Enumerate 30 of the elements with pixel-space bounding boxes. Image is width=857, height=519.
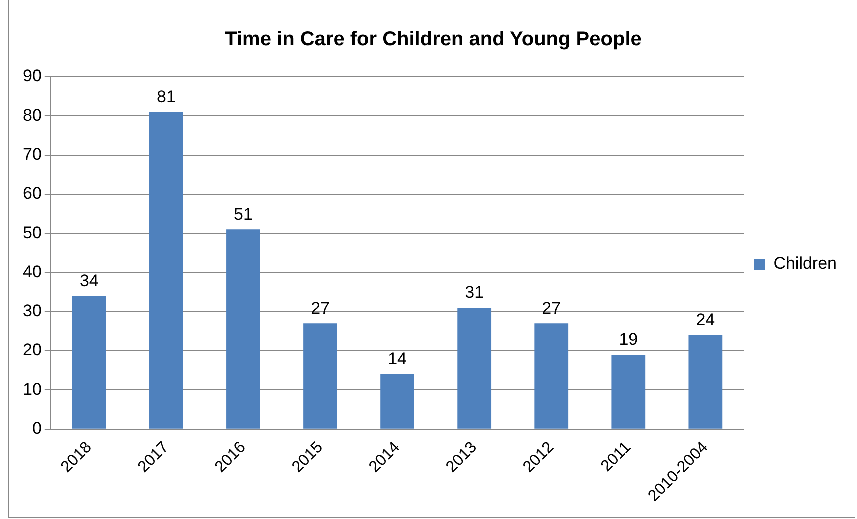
bar: [150, 112, 184, 429]
y-tick-label: 60: [22, 184, 42, 204]
data-label: 81: [156, 87, 176, 106]
data-label: 51: [234, 204, 253, 224]
legend-label: Children: [774, 254, 837, 274]
y-tick-label: 90: [22, 66, 42, 86]
data-label: 27: [542, 298, 562, 318]
bar: [458, 308, 492, 429]
bar: [688, 335, 723, 429]
y-tick-label: 0: [32, 419, 42, 438]
bar: [612, 354, 646, 429]
y-tick-label: 40: [22, 262, 42, 282]
chart-title: Time in Care for Children and Young People: [225, 28, 642, 51]
y-tick-label: 10: [22, 380, 42, 399]
data-label: 34: [80, 271, 99, 290]
bar: [72, 296, 106, 429]
bar: [304, 324, 338, 429]
data-label: 24: [696, 310, 716, 330]
y-tick-label: 50: [22, 223, 42, 242]
data-label: 31: [465, 283, 484, 302]
data-label: 14: [388, 350, 408, 369]
y-tick-label: 70: [22, 144, 42, 164]
bar: [226, 230, 260, 429]
bar: [534, 324, 569, 429]
data-label: 27: [311, 298, 330, 318]
data-label: 19: [619, 330, 638, 350]
y-tick-label: 20: [22, 340, 42, 360]
y-tick-label: 30: [22, 302, 42, 321]
y-tick-label: 80: [22, 106, 42, 125]
bar: [380, 374, 414, 429]
